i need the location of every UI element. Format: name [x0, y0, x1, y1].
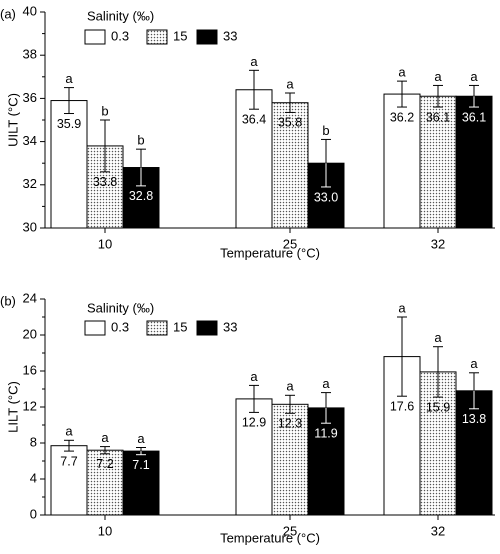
legend-swatch-white — [84, 29, 106, 45]
significance-letter: a — [286, 379, 294, 394]
x-tick-label: 25 — [283, 236, 297, 251]
data-label: 33.0 — [314, 190, 338, 204]
legend-label: 15 — [173, 28, 187, 43]
y-axis-label: LILT (°C) — [5, 381, 20, 433]
data-label: 36.2 — [390, 110, 414, 124]
significance-letter: a — [398, 65, 406, 80]
y-tick-label: 0 — [30, 506, 37, 521]
bar-white — [50, 100, 88, 229]
legend-label: 33 — [223, 28, 237, 43]
chart-panel-a: (a) 30 32 34 36 38 40 UILT (°C) 10 25 32 Temperatur… — [0, 3, 495, 260]
y-tick-label: 12 — [23, 398, 37, 413]
bar-white — [235, 89, 273, 229]
legend-label: 0.3 — [111, 319, 129, 334]
y-tick-label: 24 — [23, 290, 37, 305]
significance-letter: a — [65, 424, 73, 439]
data-label: 36.4 — [242, 112, 266, 126]
x-axis-label: Temperature (°C) — [220, 245, 320, 260]
legend-label: 33 — [223, 319, 237, 334]
bar-black — [455, 390, 493, 516]
data-label: 35.9 — [57, 117, 81, 131]
legend-title: Salinity (‰) — [87, 8, 154, 23]
x-tick-label: 32 — [431, 236, 445, 251]
data-label: 15.9 — [426, 400, 450, 414]
data-label: 36.1 — [426, 110, 450, 124]
data-label-bg — [423, 111, 453, 125]
bar-white — [383, 93, 421, 229]
x-axis-label: Temperature (°C) — [220, 530, 320, 545]
significance-letter: a — [250, 54, 258, 69]
significance-letter: a — [101, 430, 109, 445]
x-tick-label: 10 — [98, 236, 112, 251]
significance-letter: b — [137, 133, 144, 148]
data-label: 12.3 — [278, 417, 302, 431]
data-label: 11.9 — [314, 426, 337, 440]
data-label: 13.8 — [462, 412, 486, 426]
data-label: 7.1 — [132, 458, 149, 472]
significance-letter: a — [250, 369, 258, 384]
y-tick-label: 34 — [23, 133, 37, 148]
data-label-bg — [90, 458, 120, 472]
x-tick-label: 10 — [98, 523, 112, 538]
x-tick-label: 25 — [283, 523, 297, 538]
significance-letter: a — [322, 376, 330, 391]
data-label: 17.6 — [390, 399, 414, 413]
y-tick-label: 40 — [23, 3, 37, 18]
y-tick-label: 20 — [23, 326, 37, 341]
legend-label: 15 — [173, 319, 187, 334]
significance-letter: a — [434, 330, 442, 345]
y-tick-label: 4 — [30, 470, 37, 485]
significance-letter: a — [286, 76, 294, 91]
panel-label: (a) — [0, 6, 16, 21]
y-tick-label: 32 — [23, 176, 37, 191]
y-axis-label: UILT (°C) — [5, 93, 20, 147]
bar-black — [455, 95, 493, 229]
data-label-bg — [275, 417, 305, 431]
data-label: 35.8 — [278, 116, 302, 130]
significance-letter: a — [398, 300, 406, 315]
bar-black — [307, 407, 345, 516]
data-label: 32.8 — [129, 189, 153, 203]
significance-letter: a — [470, 356, 478, 371]
significance-letter: a — [470, 69, 478, 84]
data-label: 33.8 — [93, 175, 117, 189]
significance-letter: a — [434, 69, 442, 84]
y-tick-label: 36 — [23, 90, 37, 105]
legend-title: Salinity (‰) — [87, 300, 154, 315]
y-tick-label: 30 — [23, 219, 37, 234]
legend-swatch-black — [196, 29, 218, 45]
panel-label: (b) — [0, 293, 16, 308]
significance-letter: b — [322, 123, 329, 138]
x-tick-label: 32 — [431, 523, 445, 538]
y-tick-label: 8 — [30, 434, 37, 449]
bar-black — [122, 450, 160, 516]
significance-letter: b — [101, 103, 108, 118]
data-label-bg — [90, 176, 120, 190]
legend-swatch-white — [84, 320, 106, 336]
legend-swatch-black — [196, 320, 218, 336]
legend-label: 0.3 — [111, 28, 129, 43]
data-label-bg — [275, 116, 305, 130]
y-tick-label: 38 — [23, 47, 37, 62]
y-tick-label: 16 — [23, 362, 37, 377]
data-label: 36.1 — [462, 110, 486, 124]
data-label: 7.7 — [60, 454, 77, 468]
chart-panel-b: (b) 0 4 8 12 16 20 24 LILT (°C) 10 25 32 Temperature… — [0, 290, 495, 545]
legend-swatch-dotted — [146, 320, 168, 336]
data-label: 12.9 — [242, 416, 266, 430]
legend-swatch-dotted — [146, 29, 168, 45]
data-label: 7.2 — [96, 457, 113, 471]
significance-letter: a — [137, 431, 145, 446]
data-label-bg — [423, 401, 453, 415]
significance-letter: a — [65, 71, 73, 86]
